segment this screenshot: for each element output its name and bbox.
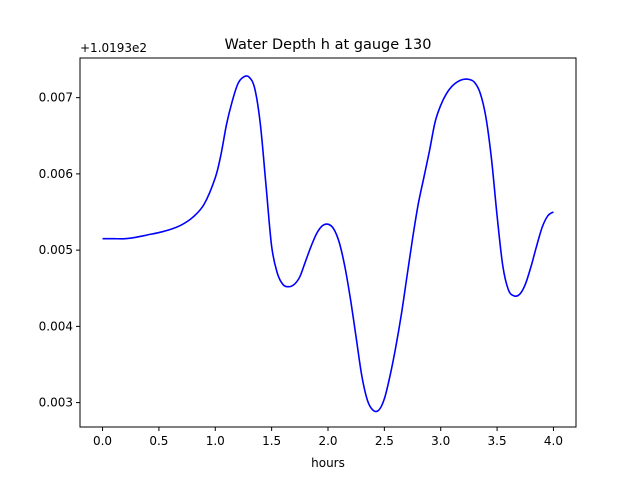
- y-tick-label: 0.007: [39, 91, 73, 105]
- x-tick-label: 0.5: [149, 434, 168, 448]
- x-axis-label: hours: [311, 456, 345, 470]
- y-axis: 0.003 0.004 0.005 0.006 0.007: [39, 91, 80, 410]
- y-tick-label: 0.004: [39, 319, 73, 333]
- x-tick-label: 4.0: [544, 434, 563, 448]
- y-tick-label: 0.005: [39, 243, 73, 257]
- series-line: [102, 75, 554, 413]
- x-tick-label: 0.0: [93, 434, 112, 448]
- y-offset-label: +1.0193e2: [80, 41, 147, 55]
- x-tick-label: 2.0: [318, 434, 337, 448]
- series-layer: [102, 75, 554, 413]
- x-tick-label: 3.0: [431, 434, 450, 448]
- x-axis: 0.0 0.5 1.0 1.5 2.0 2.5 3.0 3.5 4.0: [93, 427, 563, 448]
- x-tick-label: 1.5: [262, 434, 281, 448]
- plot-frame: [79, 57, 577, 428]
- y-tick-label: 0.006: [39, 167, 73, 181]
- x-tick-label: 3.5: [488, 434, 507, 448]
- x-tick-label: 1.0: [206, 434, 225, 448]
- x-tick-label: 2.5: [375, 434, 394, 448]
- y-tick-label: 0.003: [39, 396, 73, 410]
- chart-title: Water Depth h at gauge 130: [225, 37, 432, 53]
